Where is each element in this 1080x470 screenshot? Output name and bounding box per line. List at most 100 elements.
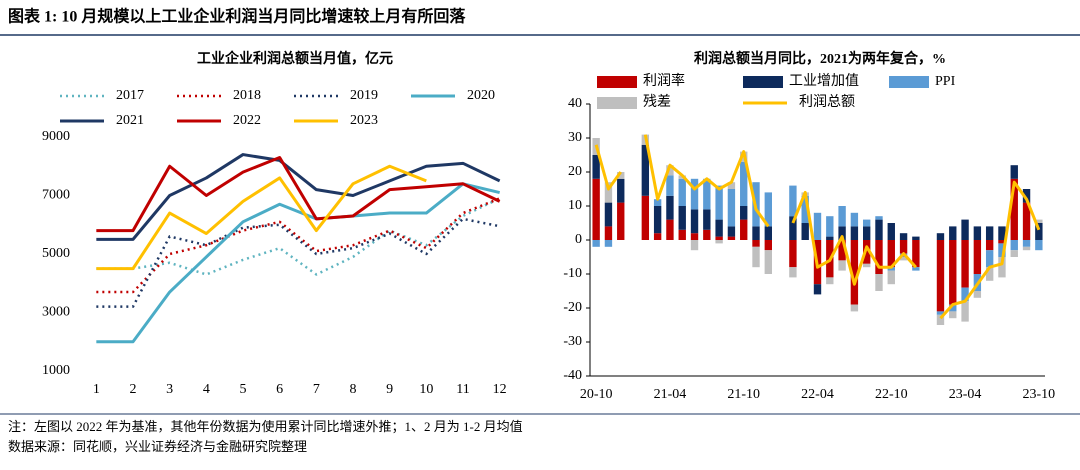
x-tick-label: 12 [493,382,507,397]
note: 注：左图以 2022 年为基准，其他年份数据为使用累计同比增速外推；1、2 月为… [8,419,523,435]
bar-segment [617,172,625,179]
y-tick-label: -40 [563,368,582,383]
chart-title: 利润总额当月同比，2021为两年复合，% [694,50,946,67]
legend-label: 2019 [350,88,378,103]
legend-swatch [743,76,783,88]
bar-segment [752,246,760,268]
bar-segment [985,267,994,281]
bar-segment [863,263,871,268]
bar-segment [653,233,662,240]
y-tick-label: 0 [575,232,582,247]
bar-segment [936,311,945,315]
x-tick-label: 8 [350,382,357,397]
bar-segment [764,192,772,227]
bar-segment [813,284,822,295]
legend-label: PPI [935,74,956,89]
x-tick-label: 6 [276,382,283,397]
bar-segment [850,304,859,312]
bar-segment [727,236,736,240]
bar-segment [899,240,908,254]
legend-label: 2022 [233,113,261,128]
bar-segment [863,219,871,227]
y-tick-label: 40 [568,96,582,111]
legend-label: 利润总额 [799,94,855,110]
bar-segment [887,223,895,240]
bar-segment [936,240,945,312]
bar-segment [973,226,982,240]
bar-segment [899,233,908,240]
bar-segment [998,243,1006,257]
bar-segment [617,178,625,203]
bar-segment [1035,223,1043,240]
line [96,155,501,233]
bar-segment [727,182,736,189]
bar-segment [1022,189,1031,203]
bar-segment [1022,202,1031,240]
x-tick-label: 3 [166,382,173,397]
bar-segment [949,304,957,312]
bar-segment [1022,240,1031,247]
bar-segment [703,209,711,230]
bar-segment [653,199,662,206]
bar-segment [690,209,699,234]
legend-label: 2023 [350,113,378,128]
bar-segment [715,219,723,237]
bar-segment [1010,250,1018,257]
bar-segment [764,226,772,240]
bar-segment [961,301,969,322]
bar-segment [789,185,797,217]
bar-segment [789,216,797,240]
line [594,134,1041,320]
bar-segment [838,240,846,261]
bar-segment [838,226,846,240]
figure-title: 图表 1: 10 月规模以上工业企业利润当月同比增速较上月有所回落 [8,7,466,26]
bar-segment [727,226,736,237]
bar-segment [887,240,895,268]
bar-segment [1010,178,1018,240]
bar-segment [985,226,994,240]
y-tick-label: 9000 [42,129,70,144]
bar-segment [998,257,1006,278]
bar-segment [592,240,600,247]
x-tick-label: 20-10 [580,387,613,402]
line [96,197,501,276]
bar-segment [789,240,797,268]
bar-segment [887,267,895,271]
y-tick-label: -10 [563,266,582,281]
legend-label: 工业增加值 [789,73,859,89]
bar-segment [678,178,686,206]
chart-title: 工业企业利润总额当月值，亿元 [197,50,393,67]
bar-segment [875,216,883,220]
line [96,164,427,271]
bar-segment [690,178,699,210]
y-tick-label: 20 [568,164,582,179]
bar-segment [641,195,650,240]
y-tick-label: 1000 [42,363,70,378]
bar-segment [690,233,699,240]
bar-segment [949,311,957,319]
bar-segment [875,219,883,240]
bar-segment [727,189,736,227]
bar-segment [961,219,969,240]
x-tick-label: 9 [386,382,393,397]
bar-segment [863,226,871,240]
y-tick-label: 5000 [42,246,70,261]
bar-segment [801,223,809,240]
bar-segment [740,206,748,220]
bar-segment [826,236,834,240]
bar-segment [1035,240,1043,251]
legend-label: 2018 [233,88,261,103]
bar-segment [752,226,760,240]
x-tick-label: 21-04 [654,387,687,402]
bar-segment [949,240,957,305]
bar-segment [703,229,711,240]
bar-segment [617,202,625,240]
bar-segment [949,226,957,240]
bar-segment [764,240,772,251]
bar-segment [973,240,982,274]
legend-label: 2017 [116,88,144,103]
x-tick-label: 21-10 [727,387,760,402]
bar-segment [899,257,908,261]
bar-segment [985,250,994,268]
x-tick-label: 22-10 [875,387,908,402]
